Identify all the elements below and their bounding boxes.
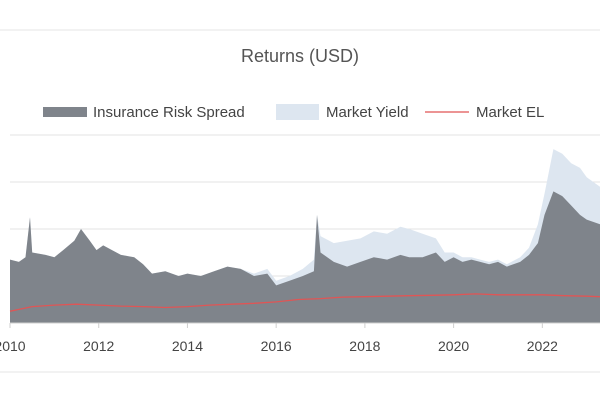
legend: Insurance Risk Spread Market Yield Marke… [43, 104, 544, 121]
legend-swatch-market-yield [276, 104, 319, 120]
legend-swatch-insurance-risk-spread [43, 107, 87, 117]
x-tick-label: 2018 [349, 338, 380, 354]
chart-title: Returns (USD) [241, 46, 359, 66]
plot-area [9, 149, 600, 323]
x-tick-label: 2010 [0, 338, 26, 354]
legend-label-market-yield[interactable]: Market Yield [326, 104, 409, 121]
series-area-insurance-risk-spread [10, 191, 600, 323]
x-tick-label: 2012 [83, 338, 114, 354]
x-tick-label: 2014 [172, 338, 203, 354]
x-axis: 2010 2012 2014 2016 2018 2020 2022 [0, 322, 600, 354]
x-tick-label: 2016 [261, 338, 292, 354]
x-tick-label: 2020 [438, 338, 469, 354]
legend-label-insurance-risk-spread[interactable]: Insurance Risk Spread [93, 104, 245, 121]
legend-label-market-el[interactable]: Market EL [476, 104, 544, 121]
x-tick-label: 2022 [527, 338, 558, 354]
series-line-market-el [9, 293, 600, 312]
